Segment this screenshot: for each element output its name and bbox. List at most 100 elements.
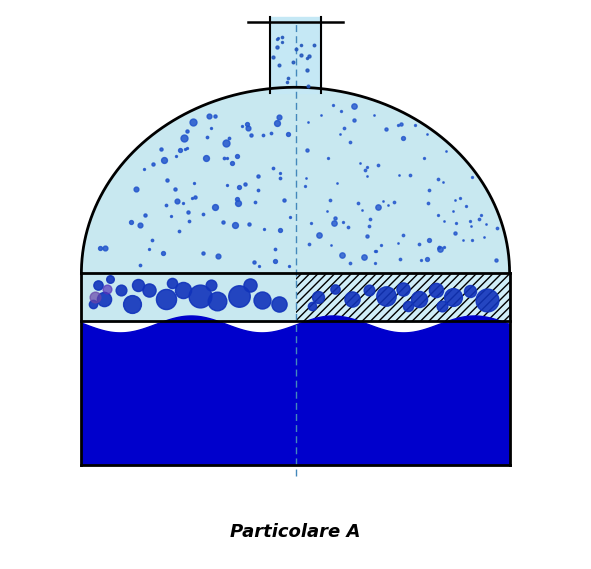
Point [232,151,242,160]
Point [362,171,371,180]
Point [296,40,306,49]
Point [237,121,246,130]
Point [184,216,193,225]
Point [450,195,460,204]
Point [434,243,443,252]
Point [95,244,105,253]
Point [361,166,370,175]
Point [258,131,268,140]
Point [349,101,359,110]
Point [255,262,264,271]
Point [242,119,252,129]
Point [99,294,109,303]
Point [251,198,260,207]
Point [235,291,244,300]
Point [308,302,317,311]
Point [357,205,366,215]
Point [394,120,403,129]
Point [362,162,372,171]
Point [304,117,313,126]
Point [280,196,289,205]
Point [288,57,298,66]
Point [404,302,413,311]
Point [257,296,267,305]
Point [326,240,336,249]
Point [246,130,256,139]
Point [363,231,372,240]
Point [301,173,311,182]
Point [135,220,145,229]
Point [270,244,280,253]
Point [268,164,278,173]
Point [322,207,332,216]
Point [456,194,465,203]
Point [398,133,408,142]
Point [438,178,447,187]
Point [206,123,215,133]
Point [147,235,157,244]
Point [283,129,293,138]
Point [179,134,189,143]
Point [476,211,486,220]
Point [190,192,199,201]
Point [405,170,414,179]
Point [128,300,137,309]
Point [272,118,281,127]
Point [213,252,222,261]
Point [284,261,294,270]
Point [365,222,374,231]
Point [396,254,405,263]
Point [439,242,449,251]
Point [139,164,148,174]
Point [282,77,292,86]
Point [198,249,207,258]
Point [230,220,240,229]
Point [449,292,458,302]
Point [437,302,447,311]
Point [441,147,451,156]
Point [283,73,293,82]
Point [163,175,172,184]
Point [398,284,407,294]
Point [475,215,484,224]
Point [373,203,382,212]
Point [467,172,477,182]
Point [381,125,391,134]
Point [275,61,284,70]
Point [93,280,103,289]
Point [332,179,342,188]
Point [467,236,476,245]
Point [371,247,380,256]
Polygon shape [82,87,509,273]
Point [376,240,386,249]
Point [156,144,165,153]
Point [268,52,278,61]
Point [398,230,408,240]
Point [339,123,349,133]
Point [277,38,287,47]
Point [126,217,135,226]
Point [419,154,428,163]
Point [222,153,231,162]
Point [161,294,171,303]
Point [222,180,232,189]
Point [306,218,315,228]
Point [245,220,254,229]
Point [304,240,314,249]
Point [275,226,285,235]
Point [105,274,114,283]
Point [353,199,363,208]
Point [337,250,346,259]
Point [335,130,345,139]
Point [195,291,204,300]
Point [433,175,443,184]
Point [465,216,475,225]
Point [304,52,314,61]
Point [360,253,369,262]
Point [272,42,282,51]
Point [410,121,420,130]
Point [302,65,311,75]
Point [331,214,340,223]
Point [240,180,249,189]
Point [439,216,449,225]
